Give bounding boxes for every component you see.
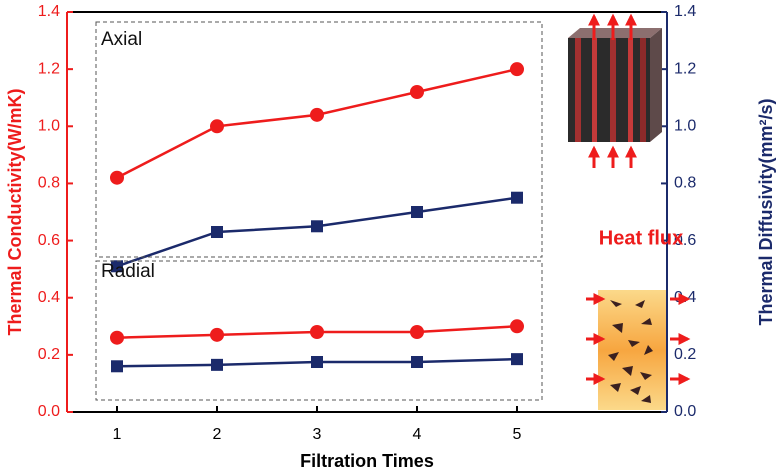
data-point <box>410 325 424 339</box>
y2-tick-label: 1.4 <box>674 3 696 20</box>
y-tick-label: 1.2 <box>38 60 60 77</box>
data-point <box>211 226 223 238</box>
y2-tick-label: 1.2 <box>674 60 696 77</box>
data-point <box>310 325 324 339</box>
y2-tick-label: 0.4 <box>674 289 696 306</box>
y2-axis-label: Thermal Diffusivity(mm²/s) <box>756 98 776 325</box>
data-point <box>110 170 124 185</box>
data-point <box>210 327 224 342</box>
radial-box <box>95 260 543 401</box>
random-illustration <box>586 290 691 410</box>
series-line <box>116 67 518 179</box>
x-tick-label: 4 <box>413 426 422 443</box>
data-point <box>511 191 523 204</box>
data-point <box>111 360 123 373</box>
y2-tick-label: 0.8 <box>674 175 696 192</box>
data-point <box>210 119 224 134</box>
data-point <box>111 260 123 273</box>
annotation: Heat flux <box>599 227 683 249</box>
x-tick-label: 5 <box>513 426 522 443</box>
x-tick-label: 3 <box>313 426 322 443</box>
data-point <box>411 356 423 368</box>
y2-tick-label: 1.0 <box>674 118 696 135</box>
annotation: Radial <box>101 261 155 282</box>
y-axis-label: Thermal Conductivity(W/mK) <box>5 88 25 335</box>
data-point <box>410 85 424 99</box>
y-tick-label: 0.4 <box>38 289 60 306</box>
y-tick-label: 0.0 <box>38 403 60 420</box>
y2-tick-label: 0.6 <box>674 232 696 249</box>
y-tick-label: 0.8 <box>38 175 60 192</box>
data-point <box>211 358 223 371</box>
y2-tick-label: 0.2 <box>674 346 696 363</box>
x-tick-label: 1 <box>113 426 122 443</box>
y-tick-label: 1.4 <box>38 3 60 20</box>
x-tick-label: 2 <box>213 426 222 443</box>
data-point <box>311 220 323 233</box>
aligned-illustration <box>568 13 662 168</box>
y-tick-label: 0.6 <box>38 232 60 249</box>
data-point <box>411 206 423 218</box>
annotation: Axial <box>101 29 142 50</box>
x-axis-label: Filtration Times <box>300 451 434 471</box>
data-point <box>510 319 524 334</box>
y-tick-label: 0.2 <box>38 346 60 363</box>
data-point <box>110 330 124 345</box>
data-point <box>311 356 323 368</box>
data-point <box>511 353 523 366</box>
y-tick-label: 1.0 <box>38 118 60 135</box>
y2-tick-label: 0.0 <box>674 403 696 420</box>
data-point <box>510 62 524 77</box>
axial-box <box>95 21 543 258</box>
data-point <box>310 107 324 122</box>
